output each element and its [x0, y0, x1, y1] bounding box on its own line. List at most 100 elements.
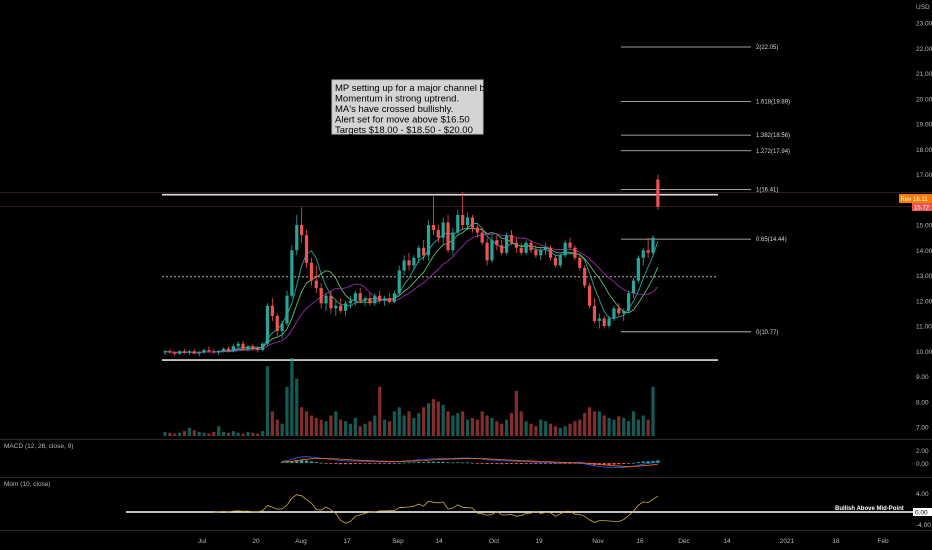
- macd-histogram-bar: [319, 462, 323, 464]
- candle-body: [178, 351, 182, 354]
- volume-bar: [622, 417, 626, 436]
- annotation-line-1: MP setting up for a major channel break: [335, 83, 504, 94]
- volume-bar: [636, 419, 640, 436]
- candle-body: [348, 300, 353, 304]
- candle-body: [280, 323, 284, 332]
- candle-body: [168, 351, 172, 353]
- volume-bar: [651, 386, 655, 436]
- fib-level-label: 1.382(18.56): [756, 133, 790, 139]
- candle-body: [583, 267, 587, 286]
- macd-histogram-bar: [309, 461, 313, 463]
- price-tick-label: 8.00: [916, 399, 929, 406]
- close-price-tag-value: 15.72: [914, 206, 930, 212]
- candle-body: [217, 351, 221, 353]
- volume-bar: [373, 415, 377, 436]
- fibonacci-extension[interactable]: 2(22.05) 1.618(19.89) 1.382(18.56) 1.272(17…: [621, 45, 790, 336]
- macd-histogram-bar: [387, 463, 392, 464]
- annotation-line-4: Alert set for move above $16.50: [335, 115, 470, 126]
- time-tick-label: Feb: [877, 538, 889, 545]
- macd-histogram-bar: [314, 462, 318, 463]
- volume-bar: [470, 417, 475, 436]
- candle-body: [505, 235, 509, 253]
- time-tick-label: 2021: [780, 538, 795, 545]
- macd-line: [282, 456, 659, 468]
- macd-histogram-bar: [426, 461, 431, 463]
- volume-bar: [343, 421, 348, 436]
- macd-histogram-bar: [456, 462, 460, 464]
- price-tick-label: 12.00: [916, 298, 932, 305]
- price-tick-label: 19.00: [916, 122, 932, 129]
- candle-body: [587, 285, 592, 306]
- volume-bar: [407, 411, 411, 436]
- candle-body: [163, 351, 167, 353]
- volume-bar: [612, 419, 616, 436]
- candle-body: [548, 247, 553, 258]
- volume-bar: [300, 407, 304, 436]
- candle-body: [480, 232, 484, 243]
- candle-body: [519, 247, 523, 253]
- candle-body: [475, 227, 479, 233]
- volume-bar: [187, 427, 191, 436]
- candle-body: [500, 245, 504, 253]
- volume-bar: [441, 404, 445, 436]
- volume-bar: [617, 416, 621, 436]
- candle-body: [627, 293, 631, 311]
- candle-body: [392, 293, 396, 303]
- candle-body: [422, 247, 426, 256]
- volume-bar: [641, 415, 645, 436]
- candle-body: [304, 235, 309, 263]
- macd-histogram-bar: [431, 461, 435, 463]
- macd-histogram-bar: [485, 463, 489, 464]
- macd-histogram-bar: [334, 463, 338, 464]
- macd-histogram-bar: [368, 463, 372, 464]
- candle-body: [221, 348, 226, 352]
- volume-bar: [231, 431, 235, 436]
- macd-histogram-bar: [563, 463, 567, 464]
- candle-body: [622, 310, 626, 314]
- time-tick-label: 19: [535, 538, 543, 545]
- candle-body: [461, 214, 465, 225]
- candle-body: [261, 343, 265, 350]
- volume-bar: [509, 413, 514, 436]
- candle-body: [353, 293, 357, 301]
- macd-histogram-bar: [392, 463, 396, 464]
- volume-bar: [319, 419, 323, 436]
- macd-histogram-bar: [500, 463, 504, 465]
- candle-body: [446, 222, 450, 251]
- candle-body: [456, 214, 460, 233]
- volume-bar: [378, 386, 382, 436]
- macd-histogram-bar: [353, 463, 357, 464]
- time-tick-label: Dec: [678, 538, 690, 545]
- candle-body: [402, 260, 406, 271]
- macd-indicator: [280, 456, 660, 468]
- candle-body: [314, 280, 318, 289]
- fib-level-label: 0(10.77): [756, 330, 778, 336]
- candle-body: [202, 349, 206, 353]
- candle-body: [451, 232, 455, 251]
- mom-title: Mom (10, close): [4, 481, 51, 488]
- volume-bar: [392, 411, 396, 436]
- volume-bar: [592, 411, 597, 436]
- time-axis[interactable]: Jul 20 Aug 17 Sep 14 Oct 19 Nov 16 Dec 14 2021 18 Feb: [198, 538, 889, 545]
- volume-bar: [226, 432, 231, 436]
- support-resistance-lines[interactable]: [0, 192, 932, 361]
- volume-bar: [583, 413, 587, 436]
- candlesticks: [163, 174, 660, 357]
- macd-histogram-bar: [553, 463, 557, 464]
- macd-histogram-bar: [441, 461, 445, 463]
- annotation-box: [331, 79, 484, 135]
- candle-body: [412, 257, 416, 266]
- price-tags: Rev 16.11 15.72: [899, 194, 932, 212]
- candle-body: [251, 346, 255, 349]
- price-tick-label: 9.00: [916, 374, 929, 381]
- price-tick-label: 21.00: [916, 71, 932, 78]
- annotation-callout[interactable]: MP setting up for a major channel break …: [331, 79, 504, 136]
- candle-body: [558, 255, 562, 266]
- volume-bar: [368, 421, 372, 436]
- volume-bar: [475, 419, 479, 436]
- macd-histogram-bar: [583, 463, 587, 464]
- macd-title: MACD (12, 26, close, 9): [4, 443, 73, 450]
- annotation-line-3: MA's have crossed bullishly.: [335, 104, 453, 115]
- macd-histogram-bar: [451, 462, 455, 464]
